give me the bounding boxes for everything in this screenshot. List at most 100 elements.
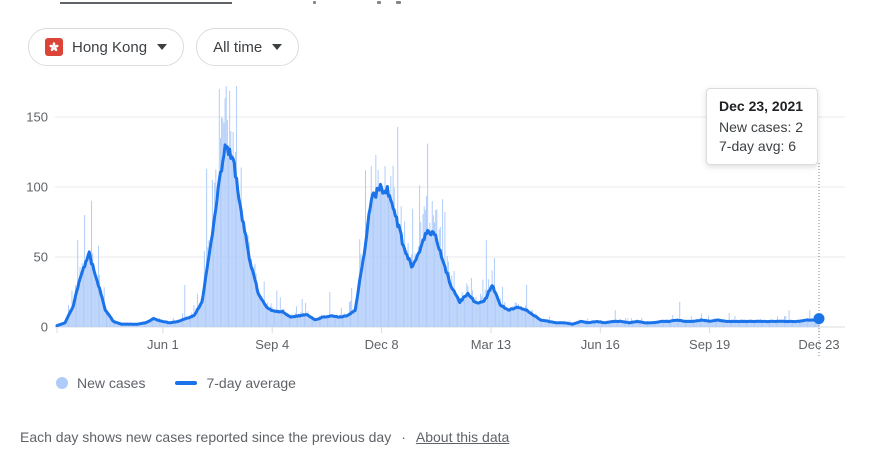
new-cases-bar <box>582 321 584 327</box>
new-cases-bar <box>543 319 545 327</box>
new-cases-bar <box>337 317 339 327</box>
new-cases-bar <box>234 152 236 327</box>
new-cases-bar <box>804 319 806 327</box>
new-cases-bar <box>70 311 72 327</box>
new-cases-bar <box>177 319 179 327</box>
new-cases-bar <box>554 322 556 327</box>
legend-item-avg: 7-day average <box>175 375 296 391</box>
time-range-dropdown[interactable]: All time <box>196 28 300 66</box>
new-cases-bar <box>434 222 436 327</box>
new-cases-bar <box>370 166 372 327</box>
new-cases-bar <box>619 319 621 327</box>
new-cases-bar <box>772 321 774 327</box>
new-cases-bar <box>766 321 768 327</box>
new-cases-bar <box>604 322 606 327</box>
new-cases-bar <box>421 244 423 327</box>
new-cases-bar <box>406 250 408 327</box>
footnote-text: Each day shows new cases reported since … <box>20 429 392 445</box>
new-cases-bar <box>661 321 663 327</box>
new-cases-bar <box>251 259 253 327</box>
new-cases-bar <box>111 320 113 327</box>
chevron-down-icon <box>157 44 168 50</box>
new-cases-bar <box>657 322 659 327</box>
new-cases-bar <box>503 304 505 327</box>
new-cases-bar <box>656 320 658 327</box>
new-cases-bar <box>497 298 499 327</box>
new-cases-bar <box>732 321 734 327</box>
clipped-text-fragment <box>396 1 401 4</box>
y-axis-label: 150 <box>26 110 48 125</box>
new-cases-bar <box>787 321 789 327</box>
new-cases-bar <box>64 322 66 327</box>
new-cases-bar <box>705 318 707 327</box>
new-cases-bar <box>74 285 76 327</box>
new-cases-bar <box>550 320 552 327</box>
new-cases-bar <box>216 199 218 327</box>
new-cases-bar <box>644 322 646 327</box>
new-cases-bar <box>580 321 582 327</box>
new-cases-bar <box>313 317 315 327</box>
new-cases-bar <box>673 320 675 327</box>
new-cases-bar <box>465 296 467 327</box>
about-this-data-link[interactable]: About this data <box>415 429 510 445</box>
new-cases-bar <box>248 241 250 327</box>
new-cases-bar <box>95 277 97 327</box>
new-cases-bar <box>303 315 305 327</box>
new-cases-bar <box>322 316 324 327</box>
new-cases-bar <box>267 302 269 327</box>
new-cases-bar <box>790 321 792 327</box>
new-cases-bar <box>300 312 302 327</box>
new-cases-bar <box>505 308 507 327</box>
region-dropdown[interactable]: Hong Kong <box>28 28 185 66</box>
new-cases-bar <box>424 209 426 327</box>
new-cases-bar <box>680 320 682 327</box>
new-cases-bar <box>757 321 759 327</box>
new-cases-bar <box>355 300 357 327</box>
new-cases-bar <box>436 209 438 327</box>
new-cases-bar <box>94 274 96 327</box>
new-cases-bar <box>675 320 677 327</box>
new-cases-bar <box>352 312 354 327</box>
new-cases-bar <box>285 314 287 327</box>
new-cases-bar <box>382 193 384 327</box>
new-cases-bar <box>195 308 197 327</box>
new-cases-bar <box>240 167 242 327</box>
new-cases-bar <box>659 320 661 327</box>
new-cases-bar <box>514 302 516 327</box>
new-cases-bar <box>289 316 290 327</box>
new-cases-bar <box>416 255 418 327</box>
new-cases-bar <box>298 315 300 327</box>
new-cases-bar <box>318 315 320 327</box>
new-cases-bar <box>632 321 634 327</box>
new-cases-bar <box>713 318 715 327</box>
new-cases-bar <box>377 170 379 327</box>
new-cases-bar <box>252 270 254 327</box>
new-cases-bar <box>346 314 348 327</box>
new-cases-bar <box>491 270 493 327</box>
chart-legend: New cases 7-day average <box>56 375 296 391</box>
new-cases-bar <box>93 270 95 327</box>
new-cases-bar <box>735 319 737 327</box>
new-cases-bar <box>413 263 415 327</box>
new-cases-bar <box>171 322 173 327</box>
new-cases-bar <box>84 215 86 327</box>
new-cases-bar <box>118 323 120 327</box>
new-cases-bar <box>589 322 591 327</box>
new-cases-bar <box>308 316 310 327</box>
new-cases-bar <box>645 322 647 327</box>
new-cases-bar <box>535 313 537 327</box>
new-cases-bar <box>533 315 535 327</box>
new-cases-bar <box>810 318 812 327</box>
new-cases-bar <box>217 188 219 327</box>
new-cases-bar <box>526 285 528 327</box>
new-cases-bar <box>345 316 347 327</box>
new-cases-bar <box>371 195 373 327</box>
x-axis-label: Sep 19 <box>689 337 730 352</box>
new-cases-bar <box>595 321 597 327</box>
new-cases-bar <box>183 319 185 327</box>
new-cases-bar <box>335 316 337 327</box>
new-cases-bar <box>671 320 673 327</box>
new-cases-bar <box>242 222 244 327</box>
new-cases-bar <box>294 312 296 327</box>
